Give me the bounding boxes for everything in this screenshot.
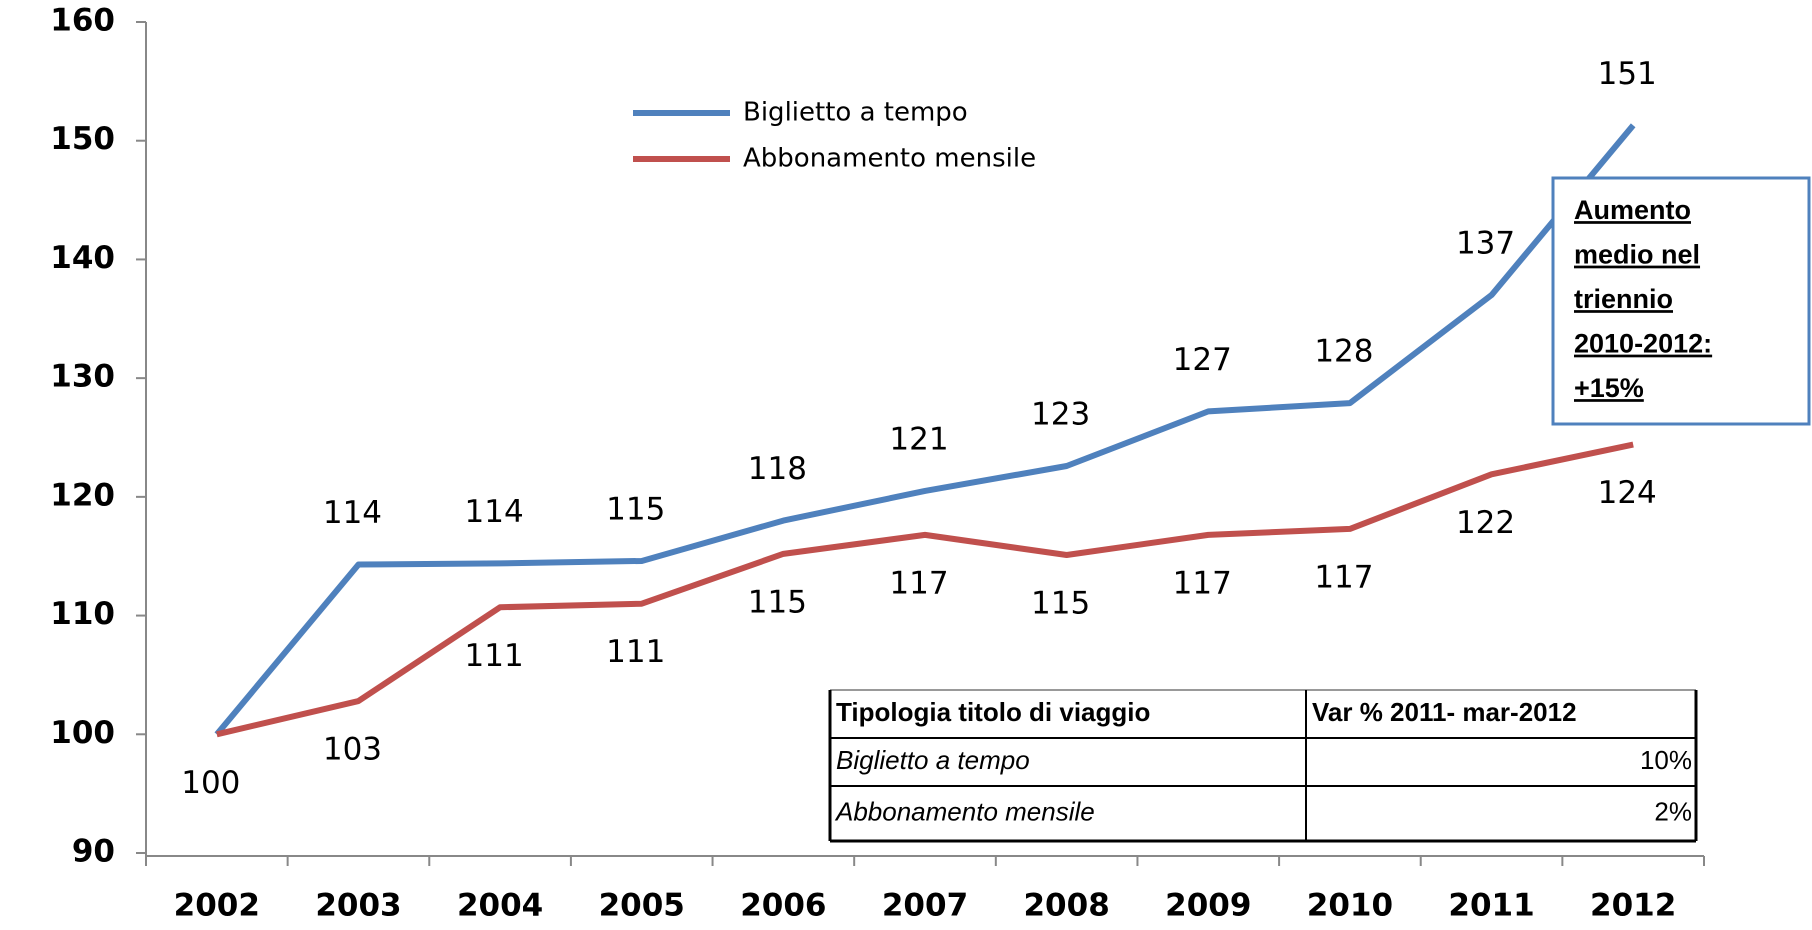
y-tick-label: 100 [50,715,115,751]
data-label: 122 [1456,505,1515,541]
x-tick-label: 2007 [882,888,968,924]
data-label: 114 [465,494,524,530]
y-tick-label: 160 [50,3,115,39]
x-tick-label: 2009 [1165,888,1251,924]
y-tick-label: 130 [50,359,115,395]
data-label: 124 [1598,475,1657,511]
data-label: 115 [748,584,807,620]
series-line [216,441,1634,738]
annotation-text: 2010-2012: [1574,329,1712,359]
data-label: 127 [1173,342,1232,378]
table-cell: Biglietto a tempo [836,745,1030,775]
table-bg [830,690,1696,841]
annotation-text: medio nel [1574,240,1700,270]
annotation-text: Aumento [1574,195,1691,225]
table-cell: Abbonamento mensile [834,796,1095,826]
x-tick-label: 2003 [315,888,401,924]
data-label: 100 [181,765,240,801]
y-tick-label: 90 [72,834,115,870]
data-label: 117 [1173,565,1232,601]
table-cell: 10% [1640,745,1692,775]
data-label: 151 [1598,56,1657,92]
x-tick-label: 2008 [1023,888,1109,924]
legend-label: Abbonamento mensile [743,144,1036,174]
data-label: 128 [1314,334,1373,370]
x-tick-label: 2006 [740,888,826,924]
data-label: 137 [1456,226,1515,262]
data-label: 115 [1031,586,1090,622]
annotation-box [1551,176,1811,426]
data-label: 123 [1031,396,1090,432]
x-tick-label: 2010 [1307,888,1393,924]
data-label: 111 [465,638,524,674]
data-label: 118 [748,451,807,487]
data-label: 115 [606,491,665,527]
data-label: 114 [323,495,382,531]
data-label: 117 [889,565,948,601]
annotation-text: triennio [1574,284,1673,314]
table-header: Tipologia titolo di viaggio [836,697,1150,727]
data-label: 103 [323,732,382,768]
y-tick-label: 110 [50,596,115,632]
data-label: 117 [1314,559,1373,595]
data-label: 111 [606,634,665,670]
x-tick-label: 2004 [457,888,543,924]
annotation-text: +15% [1574,373,1644,403]
x-tick-label: 2011 [1448,888,1534,924]
series-line [214,123,1636,737]
table-header: Var % 2011- mar-2012 [1312,697,1577,727]
y-tick-label: 120 [50,477,115,513]
y-tick-label: 150 [50,121,115,157]
x-tick-label: 2002 [174,888,260,924]
x-tick-label: 2012 [1590,888,1676,924]
data-label: 121 [889,421,948,457]
legend-label: Biglietto a tempo [743,98,968,128]
table-cell: 2% [1654,796,1692,826]
y-tick-label: 140 [50,240,115,276]
x-tick-label: 2005 [599,888,685,924]
